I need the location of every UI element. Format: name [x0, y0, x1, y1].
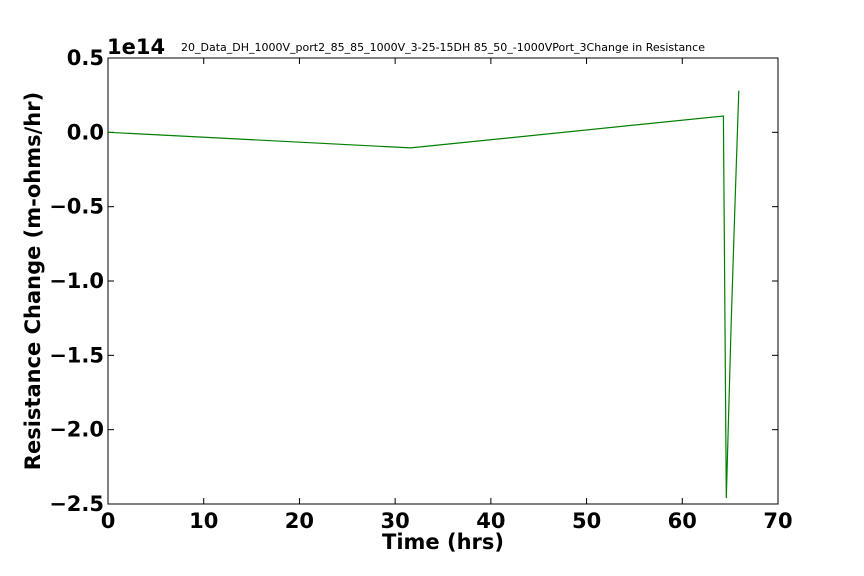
- x-axis-ticks: 0 10 20 30 40 50 60 70: [101, 58, 793, 533]
- x-tick-label: 10: [189, 509, 218, 533]
- y-tick-label: −2.5: [49, 492, 104, 516]
- series-layer: [107, 90, 740, 499]
- x-tick-label: 0: [101, 509, 116, 533]
- series-line: [107, 90, 740, 499]
- plot-area: [107, 57, 779, 505]
- x-tick-label: 50: [572, 509, 601, 533]
- x-tick-label: 30: [381, 509, 410, 533]
- x-tick-label: 40: [476, 509, 505, 533]
- y-tick-label: −1.0: [49, 269, 104, 293]
- x-tick-label: 60: [668, 509, 697, 533]
- x-tick-label: 20: [285, 509, 314, 533]
- y-axis-ticks: 0.5 0.0 −0.5 −1.0 −1.5 −2.0 −2.5: [49, 46, 778, 516]
- chart-title: 20_Data_DH_1000V_port2_85_85_1000V_3-25-…: [181, 41, 705, 54]
- y-tick-label: −0.5: [49, 195, 104, 219]
- x-axis-label: Time (hrs): [382, 530, 504, 554]
- y-tick-label: −2.0: [49, 418, 104, 442]
- y-tick-label: 0.0: [67, 120, 104, 144]
- y-axis-offset-label: 1e14: [107, 35, 165, 59]
- y-tick-label: 0.5: [67, 46, 104, 70]
- y-tick-label: −1.5: [49, 343, 104, 367]
- plot-frame: [107, 57, 779, 505]
- y-axis-label: Resistance Change (m-ohms/hr): [21, 92, 45, 470]
- x-tick-label: 70: [763, 509, 792, 533]
